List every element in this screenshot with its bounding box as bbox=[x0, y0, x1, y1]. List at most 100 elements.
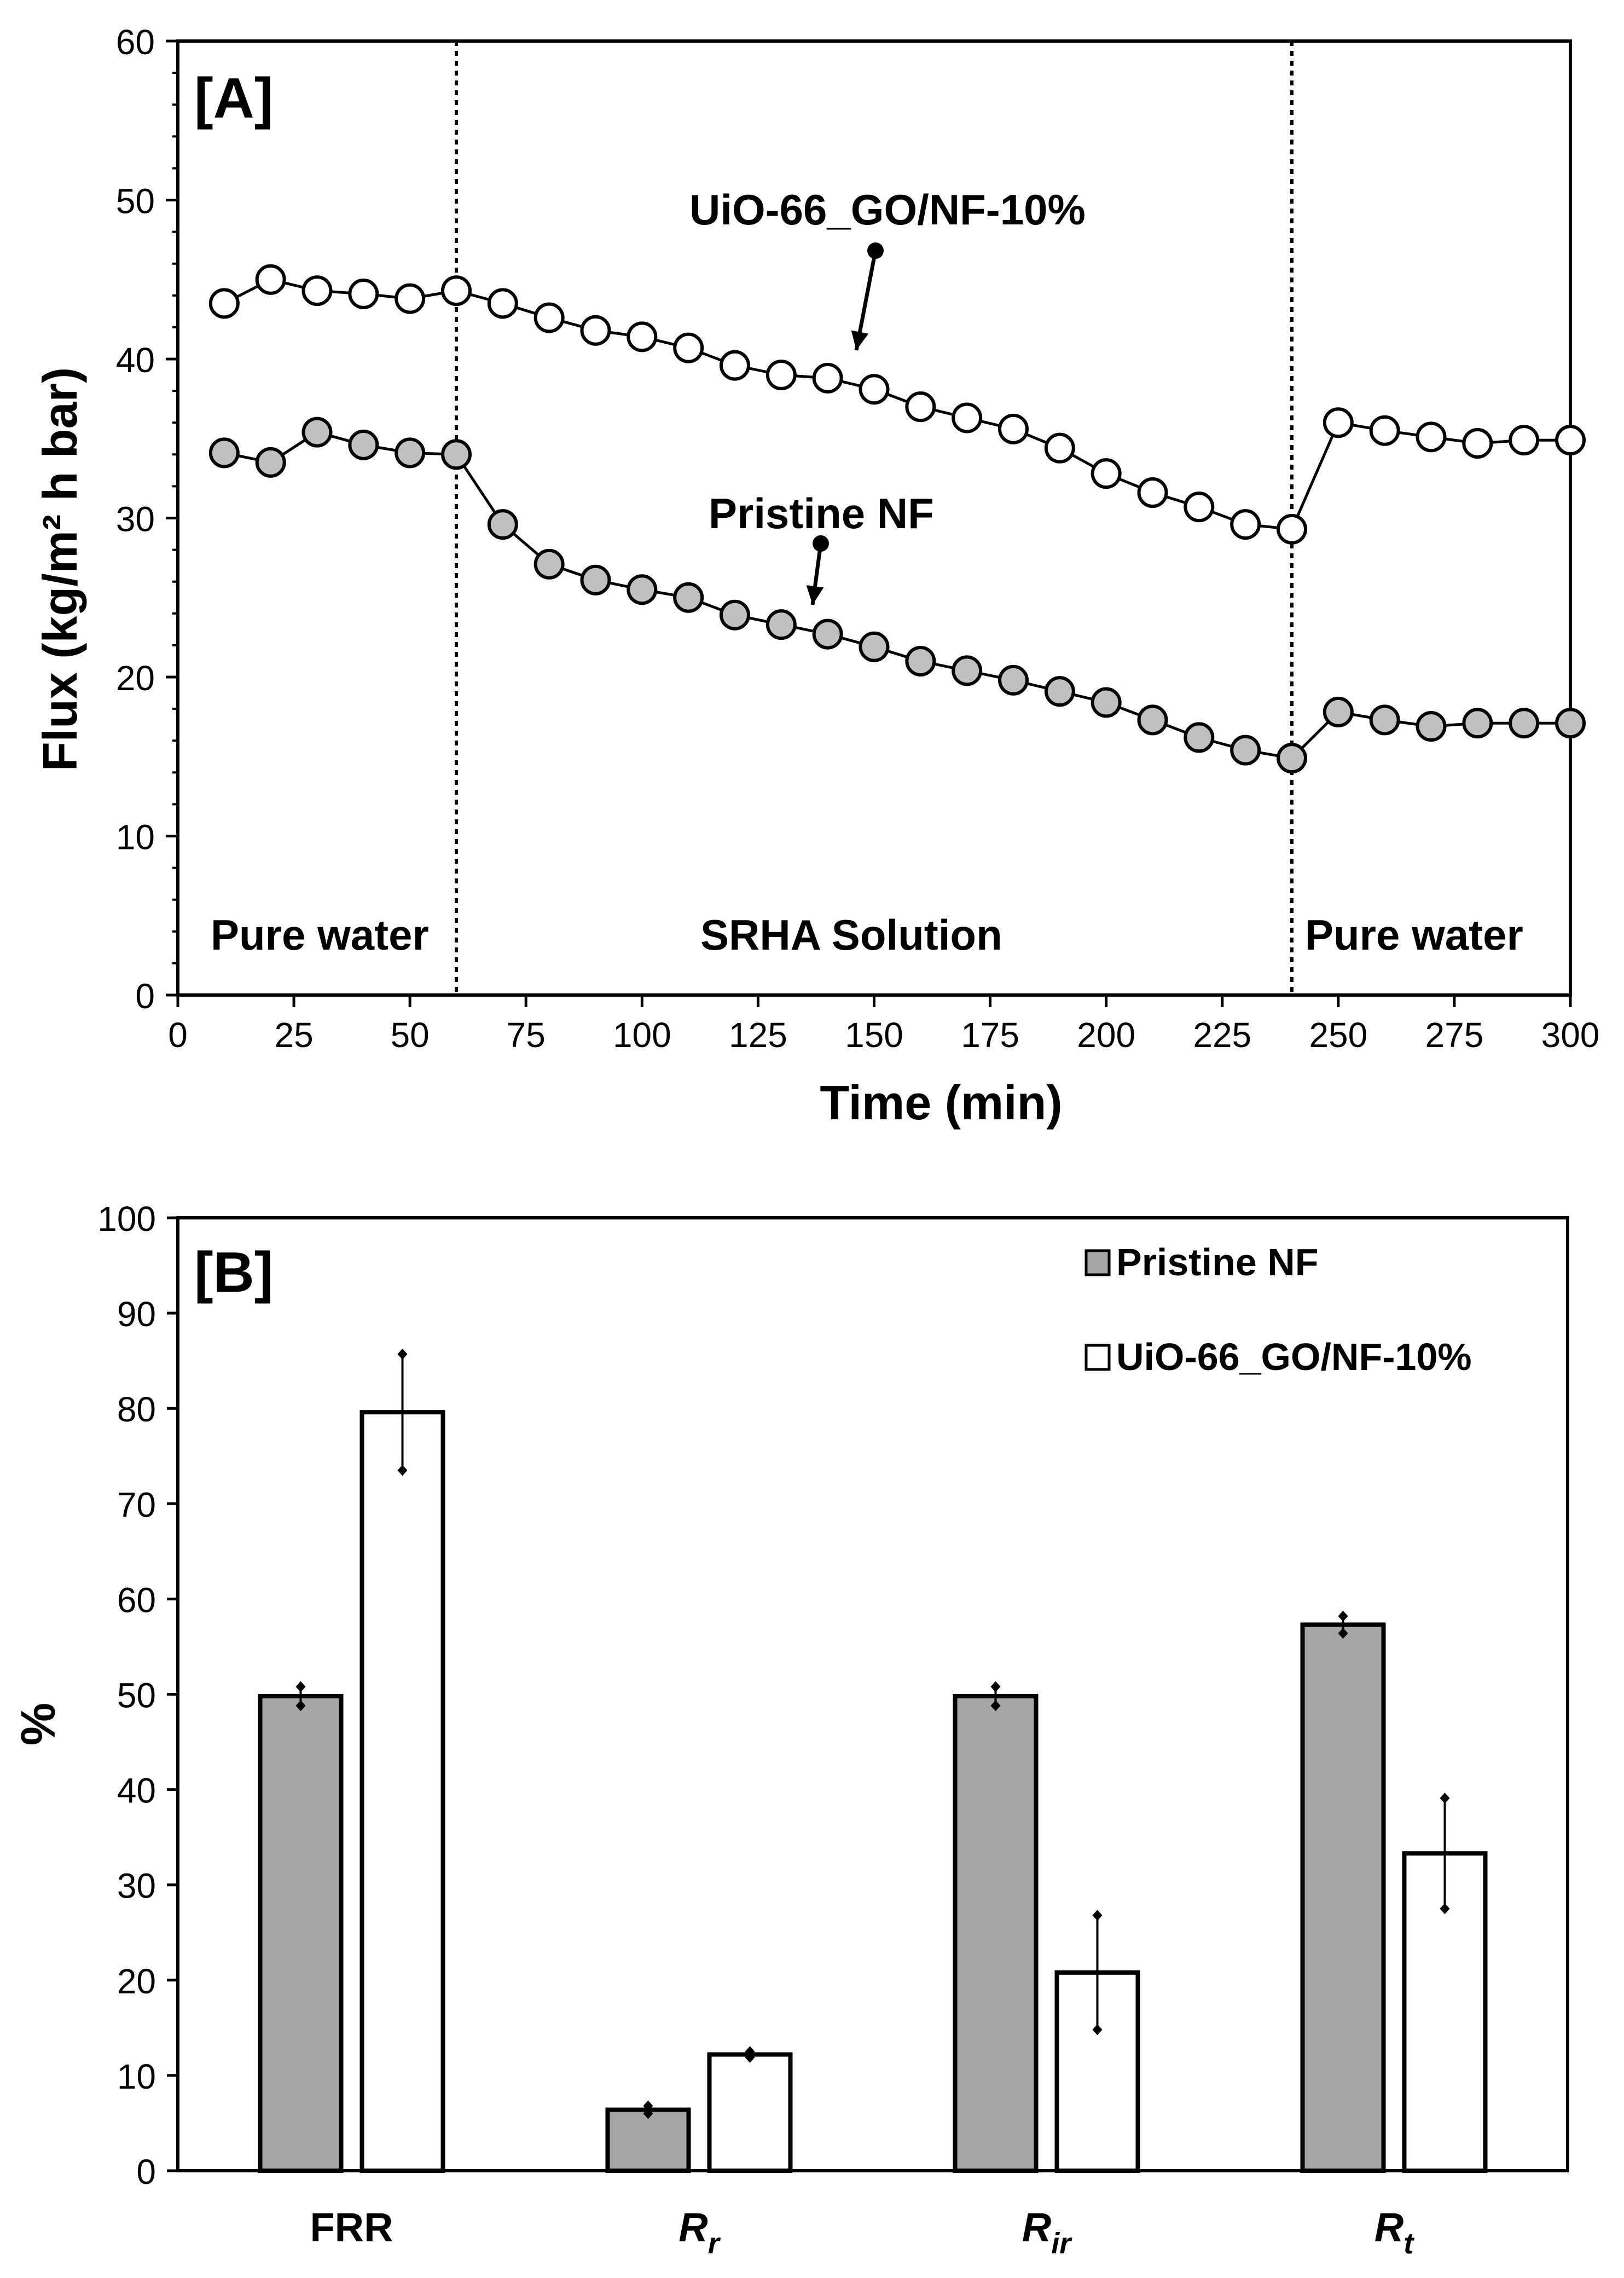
data-point-1 bbox=[208, 437, 240, 469]
y-tick-label: 100 bbox=[97, 1199, 156, 1239]
data-point-1 bbox=[765, 609, 797, 640]
error-cap bbox=[745, 2046, 755, 2057]
bar-0-2 bbox=[953, 1693, 1039, 2173]
data-point-1 bbox=[1369, 704, 1400, 736]
data-point-1 bbox=[301, 417, 333, 448]
data-point-0 bbox=[301, 275, 333, 307]
data-point-0 bbox=[441, 275, 472, 307]
panel-b-legend: Pristine NF UiO-66_GO/NF-10% bbox=[1084, 1241, 1472, 1378]
panel-b-y-axis-label: % bbox=[11, 1703, 65, 1745]
data-point-1 bbox=[533, 548, 565, 580]
x-tick-label: 75 bbox=[507, 1015, 546, 1055]
data-point-1 bbox=[720, 599, 750, 631]
x-tick-label: 125 bbox=[729, 1015, 787, 1055]
error-cap bbox=[990, 1681, 1001, 1692]
data-point-1 bbox=[1277, 743, 1307, 774]
data-point-0 bbox=[1137, 477, 1168, 508]
data-point-0 bbox=[533, 302, 565, 333]
error-cap bbox=[397, 1348, 408, 1360]
data-point-0 bbox=[1230, 509, 1261, 540]
y-tick-label: 40 bbox=[116, 340, 155, 380]
data-point-1 bbox=[952, 655, 983, 686]
y-tick-label: 60 bbox=[116, 22, 155, 62]
data-point-1 bbox=[487, 509, 518, 540]
error-cap bbox=[397, 1465, 408, 1476]
data-point-1 bbox=[859, 631, 890, 662]
data-point-1 bbox=[1416, 711, 1447, 742]
error-cap bbox=[990, 1700, 1001, 1712]
data-point-0 bbox=[208, 288, 240, 319]
region-label-pure-water-1: Pure water bbox=[211, 911, 429, 959]
data-point-1 bbox=[395, 437, 426, 469]
data-point-0 bbox=[673, 332, 704, 363]
panel-b-bars: FRR Rr Rir Rt bbox=[258, 1348, 1488, 2260]
data-point-0 bbox=[812, 362, 843, 394]
x-tick-label: 225 bbox=[1193, 1015, 1251, 1055]
y-tick-label: 40 bbox=[117, 1771, 156, 1811]
x-tick-label: 100 bbox=[613, 1015, 671, 1055]
data-point-1 bbox=[1555, 708, 1586, 739]
annotation-arrow-pristine-head bbox=[806, 585, 824, 605]
region-label-pure-water-2: Pure water bbox=[1305, 911, 1523, 959]
error-cap bbox=[1440, 1793, 1450, 1804]
x-tick-label: 250 bbox=[1309, 1015, 1367, 1055]
series-line-1 bbox=[224, 430, 1570, 760]
data-point-0 bbox=[1184, 492, 1215, 523]
y-tick-label: 20 bbox=[116, 658, 155, 698]
data-point-1 bbox=[905, 645, 936, 677]
annotation-pristine: Pristine NF bbox=[709, 489, 934, 537]
data-point-0 bbox=[859, 374, 890, 405]
error-cap bbox=[1440, 1903, 1450, 1915]
data-point-1 bbox=[812, 618, 843, 650]
annotation-uio: UiO-66_GO/NF-10% bbox=[689, 186, 1086, 234]
data-point-1 bbox=[673, 582, 704, 613]
panel-b-axes: 0 10 20 30 40 50 60 70 80 90 100 bbox=[97, 1199, 1569, 2192]
data-point-1 bbox=[441, 439, 472, 470]
error-cap bbox=[643, 2108, 653, 2119]
data-point-0 bbox=[765, 360, 797, 391]
y-tick-label: 90 bbox=[117, 1294, 156, 1334]
panel-a-x-axis-label: Time (min) bbox=[820, 1076, 1062, 1130]
x-tick-label: 275 bbox=[1425, 1015, 1484, 1055]
x-tick-label: 200 bbox=[1077, 1015, 1135, 1055]
y-tick-label: 20 bbox=[117, 1962, 156, 2001]
category-label-0: FRR bbox=[310, 2205, 393, 2250]
panel-a-series bbox=[208, 242, 1586, 774]
data-point-1 bbox=[1509, 708, 1540, 739]
data-point-1 bbox=[1230, 735, 1261, 766]
bar-0-0 bbox=[258, 1693, 344, 2173]
bar-0-3 bbox=[1300, 1622, 1386, 2173]
data-point-0 bbox=[1416, 421, 1447, 453]
y-tick-label: 10 bbox=[116, 818, 155, 857]
x-tick-label: 175 bbox=[961, 1015, 1019, 1055]
y-tick-label: 60 bbox=[117, 1580, 156, 1620]
bar-1-1 bbox=[707, 2052, 793, 2173]
panel-a-y-axis-label: Flux (kg/m² h bar) bbox=[33, 367, 87, 771]
annotation-arrow-uio-head bbox=[851, 330, 869, 350]
data-point-0 bbox=[1323, 407, 1354, 438]
y-tick-label: 0 bbox=[135, 976, 155, 1016]
data-point-0 bbox=[1555, 425, 1586, 456]
error-cap bbox=[1092, 1910, 1103, 1921]
error-cap bbox=[1338, 1610, 1348, 1622]
x-tick-label: 300 bbox=[1541, 1015, 1600, 1055]
panel-a-label: [A] bbox=[194, 67, 273, 130]
data-point-1 bbox=[1323, 696, 1354, 727]
data-point-1 bbox=[1044, 676, 1075, 707]
error-cap bbox=[745, 2051, 755, 2063]
data-point-0 bbox=[1462, 427, 1493, 459]
error-cap bbox=[295, 1681, 306, 1692]
x-tick-label: 50 bbox=[391, 1015, 430, 1055]
data-point-1 bbox=[1137, 704, 1168, 736]
data-point-0 bbox=[952, 402, 983, 433]
category-label-3: Rt bbox=[1374, 2205, 1414, 2260]
data-point-0 bbox=[720, 350, 750, 381]
data-point-0 bbox=[255, 264, 286, 295]
y-tick-label: 30 bbox=[117, 1866, 156, 1906]
data-point-1 bbox=[255, 447, 286, 478]
data-point-0 bbox=[580, 315, 611, 346]
data-point-1 bbox=[348, 429, 379, 460]
x-tick-label: 0 bbox=[168, 1015, 188, 1055]
category-label-2: Rir bbox=[1022, 2205, 1072, 2260]
